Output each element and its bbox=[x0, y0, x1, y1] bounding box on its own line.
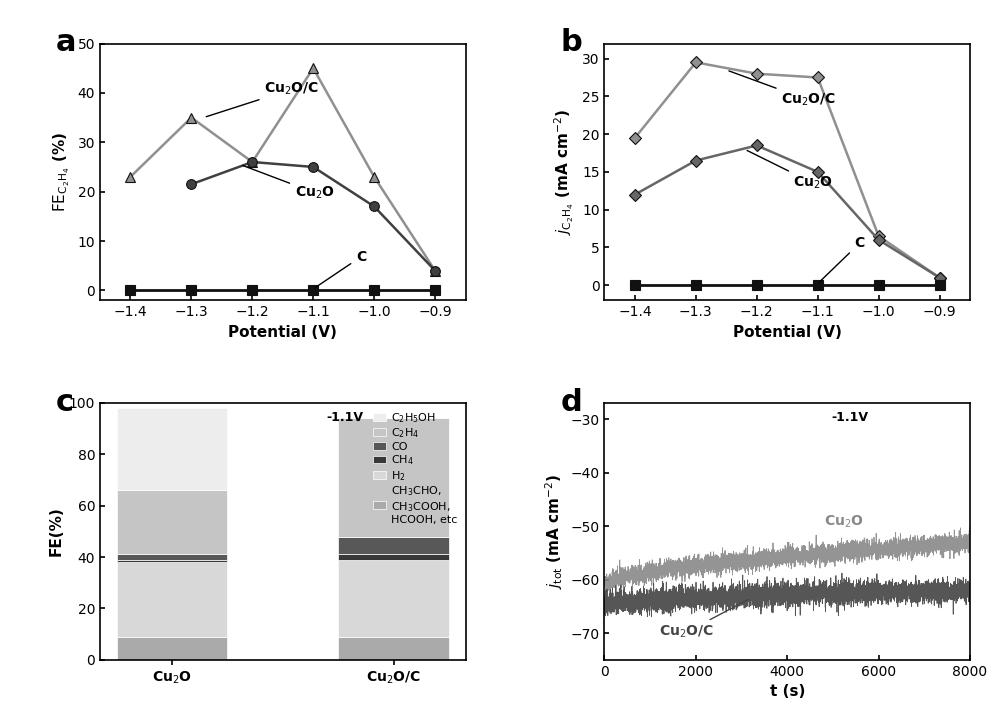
Y-axis label: $j_{\mathrm{C_2H_4}}$ (mA cm$^{-2}$): $j_{\mathrm{C_2H_4}}$ (mA cm$^{-2}$) bbox=[553, 109, 576, 235]
Text: C: C bbox=[820, 236, 864, 282]
Text: c: c bbox=[56, 388, 74, 417]
Text: -1.1V: -1.1V bbox=[831, 410, 868, 423]
Text: Cu$_2$O: Cu$_2$O bbox=[747, 151, 833, 191]
X-axis label: t (s): t (s) bbox=[770, 684, 805, 699]
Y-axis label: FE(%): FE(%) bbox=[48, 507, 63, 556]
X-axis label: Potential (V): Potential (V) bbox=[228, 325, 337, 340]
Bar bbox=[117, 408, 227, 490]
Bar bbox=[117, 562, 227, 637]
Legend: C$_2$H$_5$OH, C$_2$H$_4$, CO, CH$_4$, H$_2$, CH$_3$CHO,
CH$_3$COOH,
HCOOH, etc: C$_2$H$_5$OH, C$_2$H$_4$, CO, CH$_4$, H$… bbox=[370, 408, 460, 528]
Text: b: b bbox=[561, 28, 582, 57]
Bar bbox=[338, 637, 449, 660]
Bar bbox=[117, 555, 227, 560]
Text: -1.1V: -1.1V bbox=[327, 410, 364, 423]
Text: Cu$_2$O: Cu$_2$O bbox=[243, 165, 335, 201]
Text: C: C bbox=[316, 250, 366, 287]
Bar bbox=[338, 560, 449, 637]
Bar bbox=[117, 637, 227, 660]
Bar bbox=[338, 555, 449, 560]
Bar bbox=[338, 418, 449, 536]
Text: Cu$_2$O/C: Cu$_2$O/C bbox=[206, 81, 320, 117]
Y-axis label: $\mathrm{FE_{C_2H_4}}$ (%): $\mathrm{FE_{C_2H_4}}$ (%) bbox=[51, 132, 72, 212]
Y-axis label: $j_\mathrm{tot}$ (mA cm$^{-2}$): $j_\mathrm{tot}$ (mA cm$^{-2}$) bbox=[543, 473, 565, 589]
Text: Cu$_2$O/C: Cu$_2$O/C bbox=[729, 71, 836, 108]
Text: d: d bbox=[561, 388, 582, 417]
Text: Cu$_2$O/C: Cu$_2$O/C bbox=[659, 600, 748, 640]
Bar bbox=[338, 536, 449, 555]
Bar bbox=[117, 560, 227, 562]
Text: Cu$_2$O: Cu$_2$O bbox=[824, 514, 864, 531]
Text: a: a bbox=[56, 28, 77, 57]
Bar bbox=[117, 490, 227, 555]
X-axis label: Potential (V): Potential (V) bbox=[733, 325, 842, 340]
